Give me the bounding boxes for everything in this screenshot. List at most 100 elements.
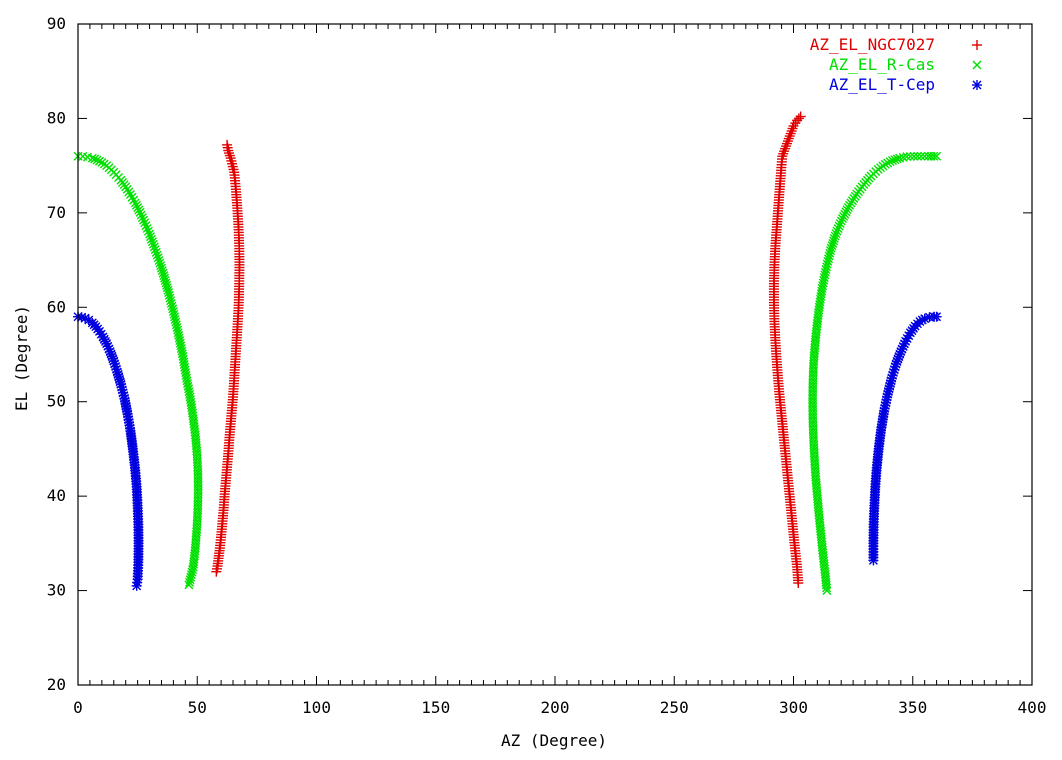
data-point (920, 151, 930, 161)
data-point (898, 152, 908, 162)
data-point (157, 266, 167, 276)
data-point (843, 203, 853, 213)
y-tick-label: 20 (47, 675, 66, 694)
data-point (142, 223, 152, 233)
data-point (168, 304, 178, 314)
data-point (834, 221, 844, 231)
data-point (778, 148, 789, 159)
data-point (833, 224, 843, 234)
x-tick-label: 350 (898, 698, 927, 717)
data-point (146, 232, 155, 242)
data-point (931, 311, 942, 322)
data-point (785, 128, 796, 139)
data-point (841, 207, 851, 217)
data-point (828, 238, 838, 248)
data-point (905, 151, 915, 161)
data-point (842, 205, 852, 215)
data-point (224, 148, 235, 159)
data-point (793, 113, 804, 124)
data-point (880, 159, 890, 169)
data-point (139, 215, 149, 225)
series-AZ_EL_NGC7027 (211, 111, 806, 589)
data-point (156, 261, 166, 271)
x-tick-labels: 0 50 100 150 200 250 300 350 400 (73, 698, 1046, 717)
y-tick-label: 40 (47, 486, 66, 505)
data-point (90, 154, 100, 164)
data-point (909, 151, 919, 161)
data-point (186, 572, 196, 582)
data-point (819, 273, 829, 283)
y-tick-label: 60 (47, 297, 66, 316)
x-tick-label: 250 (660, 698, 689, 717)
data-point (141, 221, 151, 231)
data-point (883, 158, 893, 168)
data-point (823, 256, 833, 266)
data-point (831, 229, 841, 239)
data-point (140, 218, 150, 228)
data-point (168, 307, 178, 317)
data-point (787, 123, 798, 134)
data-point (133, 203, 143, 213)
data-point (824, 254, 834, 264)
data-point (164, 290, 174, 300)
data-point (916, 151, 926, 161)
data-point (94, 156, 104, 166)
data-point (820, 270, 830, 280)
data-point (187, 567, 197, 577)
data-point (149, 242, 159, 252)
y-tick-label: 70 (47, 203, 66, 222)
data-point (913, 151, 923, 161)
data-point (173, 325, 183, 335)
y-tick-label: 50 (47, 392, 66, 411)
data-point (155, 258, 165, 268)
data-point (172, 322, 182, 332)
data-point (817, 283, 827, 293)
data-point (146, 234, 156, 244)
axis-ticks (77, 23, 1033, 686)
data-point (835, 219, 845, 229)
x-tick-label: 0 (73, 698, 83, 717)
x-tick-label: 400 (1018, 698, 1047, 717)
data-point (170, 315, 180, 324)
data-point (171, 317, 181, 327)
data-point (824, 251, 834, 261)
data-point (135, 207, 145, 217)
data-point (829, 236, 839, 246)
data-point (829, 233, 839, 243)
data-point (929, 151, 939, 161)
data-point (188, 565, 198, 575)
data-point (185, 577, 195, 587)
data-point (885, 157, 895, 167)
data-point (87, 153, 97, 163)
data-point (143, 226, 153, 236)
legend-label: AZ_EL_NGC7027 (810, 35, 935, 54)
data-point (153, 253, 163, 263)
data-point (837, 214, 847, 224)
data-point (171, 320, 181, 330)
data-point (795, 111, 806, 122)
series-AZ_EL_R-Cas (73, 151, 942, 596)
data-point (148, 239, 158, 249)
data-point (932, 151, 942, 161)
data-point (783, 133, 794, 144)
legend-marker (972, 60, 982, 70)
data-point (822, 259, 832, 269)
data-point (150, 245, 160, 255)
data-point (169, 309, 179, 319)
data-point (827, 241, 837, 251)
data-point (887, 155, 897, 165)
data-point (147, 237, 157, 247)
data-point (152, 250, 162, 260)
data-point (164, 288, 174, 298)
data-point (779, 146, 790, 157)
data-point (821, 265, 831, 275)
legend-marker (972, 40, 982, 50)
data-point (186, 570, 196, 580)
data-point (781, 138, 792, 149)
y-axis-label: EL (Degree) (12, 305, 31, 411)
data-point (895, 153, 905, 163)
plot-frame (77, 23, 1033, 686)
data-point (130, 198, 140, 208)
